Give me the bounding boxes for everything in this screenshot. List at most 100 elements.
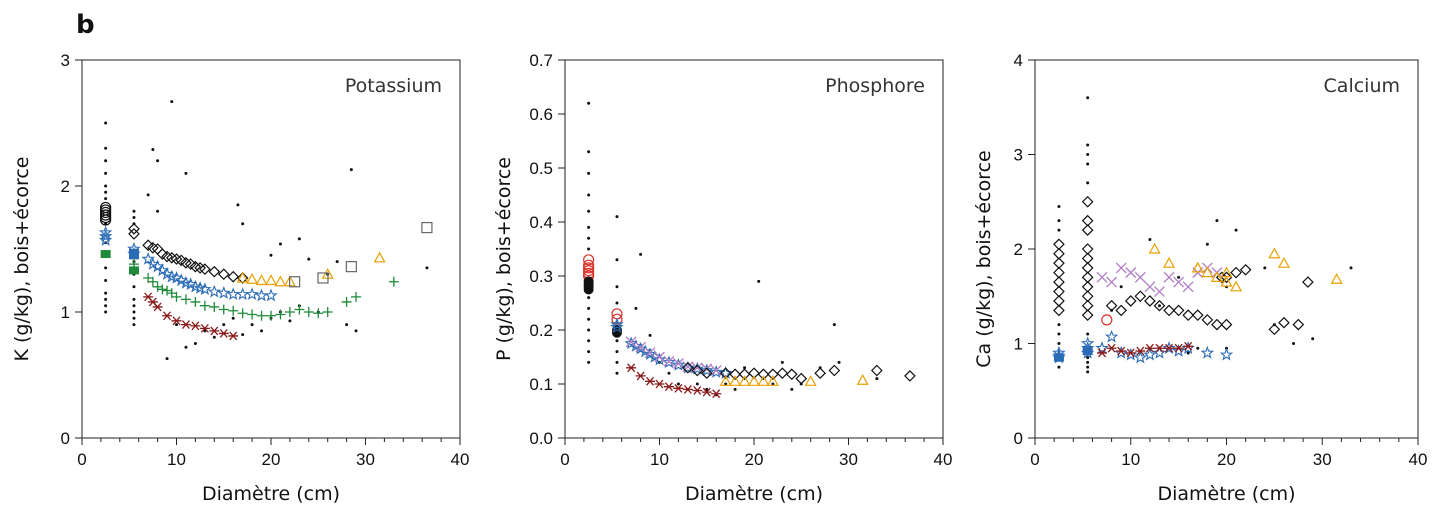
data-point-dot: [104, 291, 108, 295]
data-point-dot: [1177, 275, 1181, 279]
panel-nutrient-label: Calcium: [1324, 75, 1400, 97]
panel-nutrient-label: Phosphore: [825, 75, 925, 97]
data-point-diamond: [738, 368, 751, 381]
data-point-diamond: [1053, 276, 1065, 288]
data-point-plus: [266, 310, 276, 321]
data-point-diamond: [128, 228, 140, 240]
y-tick-label: 2: [61, 177, 70, 196]
data-point-asterisk: [645, 376, 656, 386]
data-point-plus: [247, 309, 258, 320]
y-tick-label: 0.0: [529, 429, 553, 448]
data-point-dot: [587, 247, 591, 251]
data-point-dot: [241, 333, 245, 337]
data-point-dot: [837, 360, 841, 364]
data-point-dot: [425, 266, 429, 270]
data-point-asterisk: [1183, 341, 1194, 351]
data-point-asterisk: [190, 321, 201, 331]
data-point-star: [98, 233, 113, 246]
data-point-star: [610, 317, 624, 331]
data-point-triangle: [1148, 242, 1161, 254]
data-point-plus: [284, 307, 295, 317]
data-point-dot: [222, 323, 226, 327]
data-point-asterisk: [711, 389, 722, 399]
data-point-plus: [162, 285, 173, 296]
data-point-triangle: [264, 274, 278, 286]
data-point-dot: [354, 329, 358, 333]
data-point-cross: [1154, 286, 1165, 297]
data-point-dot: [587, 306, 591, 310]
data-point-dot: [345, 323, 349, 327]
data-point-dot: [832, 323, 836, 327]
data-point-diamond: [1053, 295, 1065, 307]
data-point-dot: [1086, 96, 1090, 100]
data-point-dot: [278, 242, 282, 246]
data-point-dot: [104, 171, 108, 175]
y-tick-label: 0.3: [529, 267, 553, 286]
data-point-dot: [104, 159, 108, 163]
data-point-plus: [218, 304, 229, 315]
y-tick-label: 1: [61, 303, 70, 322]
data-point-diamond: [757, 368, 770, 381]
data-point-dot: [104, 184, 108, 188]
data-point-dot: [297, 237, 301, 241]
data-point-dot: [1349, 266, 1353, 270]
data-point-dot: [634, 306, 638, 310]
data-point-cross: [1182, 281, 1194, 293]
data-point-star: [1104, 329, 1119, 343]
y-tick-label: 0.2: [529, 321, 553, 340]
x-tick-label: 0: [560, 450, 569, 469]
data-point-square-filled: [128, 251, 139, 260]
data-point-dot: [695, 382, 699, 386]
x-axis-title: Diamètre (cm): [202, 483, 340, 505]
data-point-dot: [104, 310, 108, 314]
data-point-triangle: [1268, 247, 1281, 259]
chart-panel-2: 0 10 20 30 40 0.0 0.1 0.2 0.3 0.4 0.5 0.6 0.7 Diamètr…: [493, 51, 952, 505]
data-point-triangle: [719, 375, 732, 386]
data-point-dot: [1057, 332, 1061, 336]
data-point-dot: [104, 197, 108, 201]
data-point-dot: [307, 257, 311, 261]
data-point-circle: [611, 313, 623, 325]
data-point-dot: [615, 350, 619, 354]
data-point-asterisk: [199, 323, 210, 333]
data-point-dot: [587, 193, 591, 197]
data-point-diamond: [871, 364, 883, 377]
data-point-star: [216, 286, 231, 299]
data-point-diamond: [165, 251, 178, 264]
data-point-cross: [1125, 267, 1137, 279]
data-point-asterisk: [228, 331, 239, 341]
data-point-diamond: [682, 361, 694, 374]
data-point-cross: [644, 347, 656, 359]
data-point-plus: [157, 284, 168, 295]
data-point-dot: [1215, 219, 1219, 223]
data-point-asterisk: [152, 302, 163, 312]
data-point-dot: [132, 216, 136, 219]
data-point-dot: [1186, 351, 1190, 355]
data-point-dot: [1086, 181, 1090, 185]
data-point-diamond: [170, 253, 183, 265]
data-point-dot: [1086, 356, 1090, 360]
data-point-star: [245, 287, 259, 301]
data-point-dot: [132, 297, 136, 301]
data-point-asterisk: [209, 326, 220, 336]
data-point-circle: [583, 265, 595, 277]
data-point-asterisk: [626, 363, 637, 373]
data-point-asterisk: [1116, 346, 1127, 356]
data-point-dot: [615, 285, 619, 289]
data-point-triangle: [274, 275, 287, 287]
data-point-triangle: [1230, 280, 1243, 292]
data-point-diamond: [128, 222, 140, 235]
data-point-diamond: [1053, 304, 1065, 317]
y-tick-label: 3: [1014, 146, 1023, 165]
data-point-circle-filled: [583, 284, 594, 295]
data-point-dot: [288, 319, 292, 323]
data-point-diamond: [1115, 304, 1128, 317]
data-point-dot: [639, 252, 643, 256]
data-point-diamond: [199, 263, 211, 276]
x-axis-title: Diamètre (cm): [685, 483, 823, 505]
data-point-asterisk: [1173, 343, 1184, 353]
data-point-dot: [1311, 337, 1315, 341]
data-point-cross: [635, 341, 647, 353]
data-point-triangle: [1330, 273, 1343, 284]
x-tick-label: 10: [1121, 450, 1140, 469]
